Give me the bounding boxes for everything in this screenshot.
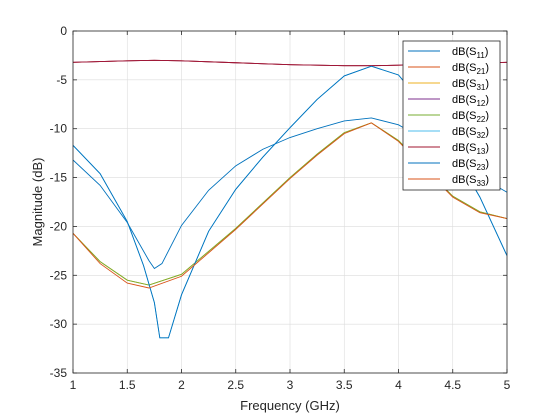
legend-entry-31: dB(S31)	[452, 78, 489, 92]
legend-entry-sub: 31	[476, 83, 485, 92]
legend-entry-close: )	[485, 110, 489, 122]
legend-entry-main: dB(S	[452, 142, 476, 154]
legend-entry-sub: 32	[476, 131, 485, 140]
legend-entry-main: dB(S	[452, 158, 476, 170]
legend-entry-sub: 13	[476, 147, 485, 156]
legend-entry-close: )	[485, 174, 489, 186]
legend-entry-11: dB(S11)	[452, 46, 488, 60]
legend-entry-22: dB(S22)	[452, 110, 489, 124]
legend-entry-12: dB(S12)	[452, 94, 489, 108]
legend-entry-21: dB(S21)	[452, 62, 489, 76]
x-tick-label: 4	[395, 378, 402, 392]
x-tick-label: 3	[287, 378, 294, 392]
legend-entry-sub: 12	[476, 99, 485, 108]
x-tick-label: 2	[178, 378, 185, 392]
x-tick-labels: 1 1.5 2 2.5 3 3.5 4 4.5 5	[70, 378, 511, 392]
legend: dB(S11)dB(S21)dB(S31)dB(S12)dB(S22)dB(S3…	[402, 40, 501, 191]
x-axis-label: Frequency (GHz)	[240, 398, 340, 413]
legend-entry-close: )	[485, 94, 489, 106]
legend-entry-main: dB(S	[452, 174, 476, 186]
x-tick-label: 2.5	[227, 378, 244, 392]
x-tick-label: 5	[504, 378, 511, 392]
legend-entry-main: dB(S	[452, 126, 476, 138]
y-tick-label: -15	[50, 171, 68, 185]
legend-entry-sub: 21	[476, 67, 485, 76]
y-tick-label: -5	[56, 73, 67, 87]
legend-entry-main: dB(S	[452, 110, 476, 122]
legend-entry-main: dB(S	[452, 78, 476, 90]
y-tick-label: -35	[50, 366, 68, 380]
legend-entry-33: dB(S33)	[452, 174, 489, 188]
ticks	[72, 30, 508, 374]
legend-entry-sub: 11	[476, 51, 485, 60]
y-tick-label: -25	[50, 268, 68, 282]
legend-entry-close: )	[485, 126, 489, 138]
legend-entry-close: )	[485, 62, 489, 74]
legend-entry-sub: 23	[476, 163, 485, 172]
y-tick-label: -20	[50, 219, 68, 233]
legend-entry-13: dB(S13)	[452, 142, 489, 156]
legend-entry-close: )	[485, 78, 489, 90]
x-tick-label: 1.5	[119, 378, 136, 392]
legend-entry-sub: 33	[476, 179, 485, 188]
legend-entry-close: )	[485, 46, 489, 58]
y-tick-labels: 0 -5 -10 -15 -20 -25 -30 -35	[50, 24, 68, 380]
y-tick-label: -10	[50, 122, 68, 136]
legend-entry-32: dB(S32)	[452, 126, 489, 140]
legend-entry-main: dB(S	[452, 46, 476, 58]
legend-entry-close: )	[485, 142, 489, 154]
legend-entry-main: dB(S	[452, 62, 476, 74]
y-tick-label: -30	[50, 317, 68, 331]
legend-entry-sub: 22	[476, 115, 485, 124]
legend-entry-23: dB(S23)	[452, 158, 489, 172]
y-axis-label: Magnitude (dB)	[30, 158, 45, 247]
y-tick-label: 0	[60, 24, 67, 38]
x-tick-label: 1	[70, 378, 77, 392]
legend-entry-close: )	[485, 158, 489, 170]
legend-entry-main: dB(S	[452, 94, 476, 106]
x-tick-label: 3.5	[336, 378, 353, 392]
x-tick-label: 4.5	[444, 378, 461, 392]
